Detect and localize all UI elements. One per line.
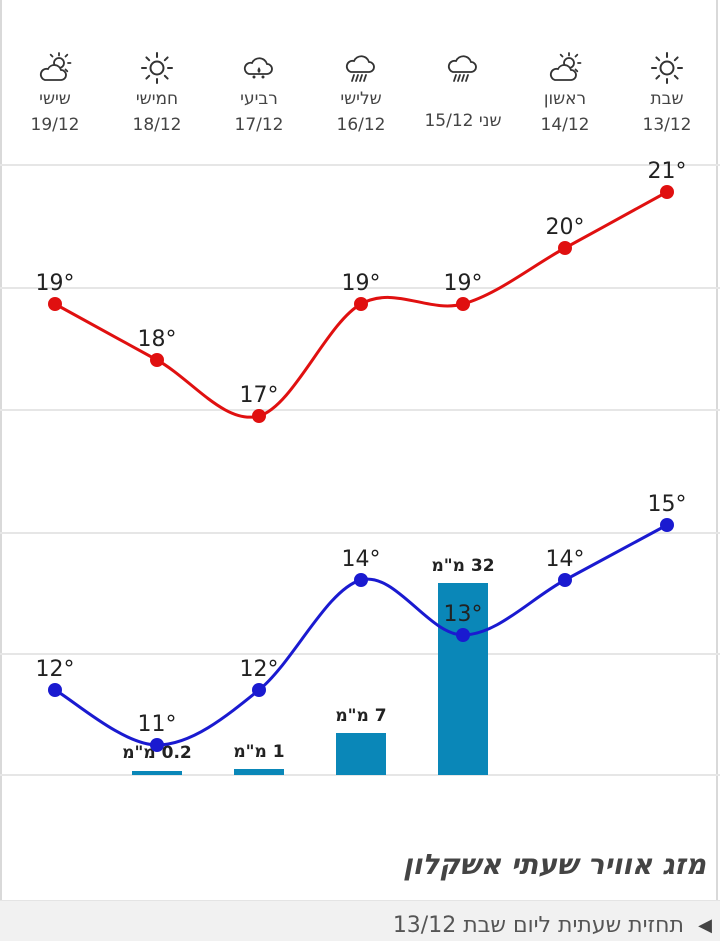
hourly-forecast-label[interactable]: תחזית שעתית ליום שבת 13/12 [392, 913, 684, 938]
low-temp-label: 11° [138, 712, 177, 737]
low-temp-label: 14° [546, 547, 585, 572]
high-temp-label: 19° [36, 271, 75, 296]
low-temp-label: 12° [36, 657, 75, 682]
partly-cloudy-icon [39, 52, 72, 81]
day-column-fri[interactable]: שישי 19/12 [0, 50, 110, 136]
expand-arrow-icon[interactable]: ◀ [698, 915, 712, 936]
day-name: חמישי [135, 89, 179, 109]
day-date: 17/12 [234, 115, 284, 135]
low-temp-point [48, 683, 62, 697]
day-date: 13/12 [642, 115, 692, 135]
day-header-row: שבת 13/12 ראשון 14/12 שני 15/12 [0, 0, 720, 165]
day-name: שישי [39, 89, 71, 109]
high-temp-label: 20° [546, 215, 585, 240]
rain-bar [132, 771, 182, 775]
day-name: ראשון [543, 89, 587, 109]
low-temp-label: 14° [342, 547, 381, 572]
rain-label: 7 מ"מ [335, 706, 386, 726]
rain-bar [234, 769, 284, 775]
high-temp-label: 19° [342, 271, 381, 296]
temperature-rain-chart: 32 מ"מ 7 מ"מ 1 מ"מ 0.2 מ"מ 21° 20° 19° 19° 17° 18… [0, 159, 720, 776]
day-name: רביעי [240, 89, 278, 109]
low-temp-label: 13° [444, 602, 483, 627]
high-temp-point [660, 185, 674, 199]
low-temp-label: 12° [240, 657, 279, 682]
partly-cloudy-icon [549, 52, 582, 81]
low-temp-point [150, 738, 164, 752]
day-column-sun[interactable]: ראשון 14/12 [510, 50, 620, 136]
light-rain-icon [243, 57, 273, 79]
low-temp-point [660, 518, 674, 532]
high-temp-label: 21° [648, 159, 687, 184]
day-name: שלישי [340, 89, 382, 109]
rain-bar [336, 733, 386, 775]
high-temp-label: 18° [138, 327, 177, 352]
low-temp-point [558, 573, 572, 587]
rain-label: 0.2 מ"מ [122, 743, 192, 763]
high-temp-point [48, 297, 62, 311]
rain-label: 32 מ"מ [431, 556, 494, 576]
section-title: מזג אוויר שעתי אשקלון [402, 848, 706, 881]
low-temp-point [252, 683, 266, 697]
day-column-tue[interactable]: שלישי 16/12 [306, 50, 416, 136]
rain-cloud-icon [345, 55, 375, 82]
day-date: 18/12 [132, 115, 182, 135]
sun-icon [141, 52, 173, 84]
day-column-thu[interactable]: חמישי 18/12 [102, 50, 212, 136]
day-date: 19/12 [30, 115, 80, 135]
day-date: 16/12 [336, 115, 386, 135]
high-temp-point [150, 353, 164, 367]
day-column-mon[interactable]: שני 15/12 [408, 50, 518, 132]
high-temp-point [354, 297, 368, 311]
day-date: 14/12 [540, 115, 590, 135]
day-column-sat[interactable]: שבת 13/12 [612, 50, 720, 136]
day-column-wed[interactable]: רביעי 17/12 [204, 50, 314, 136]
hourly-forecast-bar[interactable]: ◀ תחזית שעתית ליום שבת 13/12 [0, 900, 720, 941]
high-temp-point [456, 297, 470, 311]
high-temp-point [558, 241, 572, 255]
high-temp-label: 17° [240, 383, 279, 408]
sun-icon [651, 52, 683, 84]
day-name-date: שני 15/12 [424, 111, 502, 131]
low-temp-label: 15° [648, 492, 687, 517]
high-temp-point [252, 409, 266, 423]
low-temp-point [354, 573, 368, 587]
day-name: שבת [650, 89, 684, 109]
rain-label: 1 מ"מ [233, 742, 284, 762]
low-temp-point [456, 628, 470, 642]
rain-bar [438, 583, 488, 775]
high-temp-label: 19° [444, 271, 483, 296]
rain-cloud-icon [447, 55, 477, 82]
